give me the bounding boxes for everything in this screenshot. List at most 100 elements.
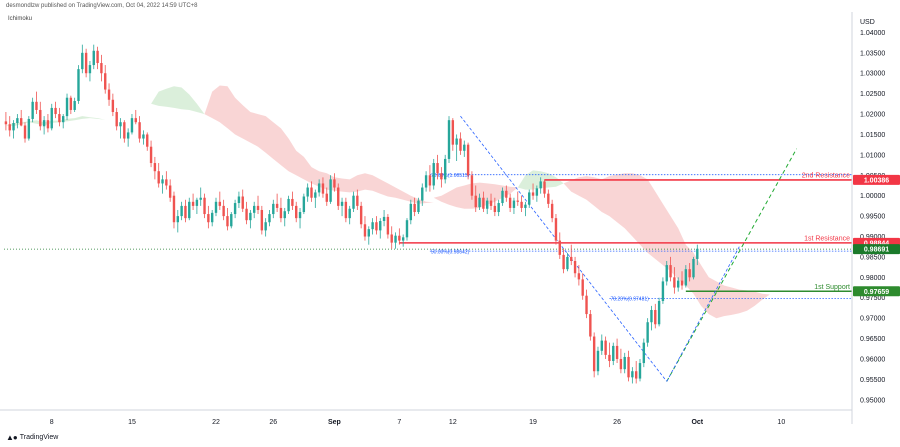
- candle-body: [486, 200, 489, 209]
- candle-body: [344, 201, 348, 219]
- candle-body: [291, 198, 294, 206]
- candle-body: [543, 181, 546, 194]
- candle-body: [650, 309, 653, 323]
- resistance-label: 1st Resistance: [804, 235, 850, 242]
- y-tick-label: 1.02500: [860, 91, 885, 98]
- candle-body: [138, 122, 141, 139]
- x-tick-label: 26: [613, 419, 621, 426]
- candle-body: [592, 336, 596, 372]
- y-tick-label: 0.98500: [860, 254, 885, 261]
- y-tick-label: 1.02000: [860, 112, 885, 119]
- currency-label: USD: [860, 19, 875, 26]
- candle-body: [111, 99, 115, 113]
- candle-body: [302, 196, 306, 213]
- candle-body: [107, 89, 111, 100]
- candle-body: [325, 193, 328, 202]
- candle-body: [35, 101, 38, 110]
- candle-body: [443, 158, 447, 180]
- candle-body: [146, 134, 149, 147]
- cloud-segment: [204, 85, 434, 204]
- candle-body: [524, 204, 527, 208]
- candle-body: [401, 237, 405, 241]
- trend-lines: [460, 115, 798, 382]
- candle-body: [558, 240, 561, 255]
- candle-body: [287, 198, 290, 212]
- y-tick-label: 0.99000: [860, 234, 885, 241]
- y-tick-label: 0.98000: [860, 275, 885, 282]
- candle-body: [161, 179, 164, 184]
- candle-body: [23, 125, 27, 139]
- candle-body: [466, 144, 470, 176]
- candle-body: [19, 118, 23, 126]
- candle-body: [589, 314, 592, 337]
- resistance-price-tag-text: 0.98844: [864, 240, 889, 247]
- candle-body: [463, 144, 466, 151]
- candle-body: [100, 63, 103, 74]
- candle-body: [554, 218, 558, 241]
- candle-body: [531, 192, 535, 196]
- y-tick-label: 1.03500: [860, 50, 885, 57]
- publisher-header: desmondlzw published on TradingView.com,…: [6, 3, 198, 9]
- x-tick-label: 8: [50, 419, 54, 426]
- candle-body: [482, 197, 485, 209]
- fib-label: 50.00%(0.98642): [431, 249, 470, 255]
- ichimoku-cloud: [5, 85, 770, 319]
- y-tick-label: 0.97000: [860, 316, 885, 323]
- candle-body: [165, 179, 168, 186]
- candle-body: [283, 211, 286, 219]
- candle-body: [233, 203, 237, 215]
- candle-body: [570, 256, 573, 262]
- tradingview-brand[interactable]: ▲● TradingView: [6, 433, 58, 442]
- candle-body: [359, 205, 363, 225]
- candle-body: [638, 363, 642, 379]
- candle-body: [600, 340, 604, 351]
- candle-body: [539, 181, 542, 189]
- candle-body: [184, 205, 187, 219]
- candle-body: [268, 214, 271, 223]
- candle-body: [317, 183, 321, 193]
- candle-body: [260, 209, 264, 231]
- y-tick-label: 1.03000: [860, 71, 885, 78]
- y-tick-label: 1.00000: [860, 193, 885, 200]
- candle-body: [295, 205, 298, 219]
- candle-body: [241, 196, 244, 209]
- candle-body: [81, 52, 84, 70]
- candle-body: [27, 118, 31, 139]
- candle-body: [310, 187, 313, 198]
- y-tick-label: 0.99500: [860, 214, 885, 221]
- x-tick-label: 26: [269, 419, 277, 426]
- candle-body: [615, 345, 619, 359]
- candle-body: [562, 254, 565, 270]
- candle-body: [356, 195, 359, 206]
- candle-body: [440, 173, 443, 180]
- current-price-tag-text: 0.98691: [864, 247, 889, 254]
- candle-body: [245, 208, 248, 221]
- candle-body: [508, 197, 512, 208]
- price-axis: 1.04000 1.03500 1.03000 1.02500 1.02000 1.015…: [851, 12, 885, 424]
- candle-body: [203, 197, 206, 215]
- y-tick-label: 0.96500: [860, 336, 885, 343]
- candle-body: [252, 205, 256, 213]
- candle-body: [585, 295, 588, 315]
- y-tick-label: 0.97500: [860, 295, 885, 302]
- candle-body: [126, 132, 130, 139]
- projection-line: [666, 148, 798, 382]
- horizontal-levels: 2nd Resistance 1st Resistance 1st Support: [4, 172, 852, 293]
- candle-body: [451, 120, 455, 145]
- candle-body: [226, 216, 229, 227]
- candle-body: [272, 203, 275, 215]
- candle-body: [390, 234, 393, 243]
- candle-body: [367, 229, 370, 237]
- candle-body: [696, 248, 699, 259]
- candle-body: [577, 273, 581, 280]
- candle-body: [657, 301, 661, 325]
- candle-body: [581, 279, 584, 296]
- candle-body: [394, 235, 397, 243]
- resistance-price-tag-bg: [853, 174, 900, 185]
- candle-body: [77, 69, 80, 101]
- candle-body: [382, 216, 386, 222]
- candle-body: [39, 109, 42, 127]
- candle-body: [371, 222, 374, 230]
- candle-body: [58, 114, 61, 123]
